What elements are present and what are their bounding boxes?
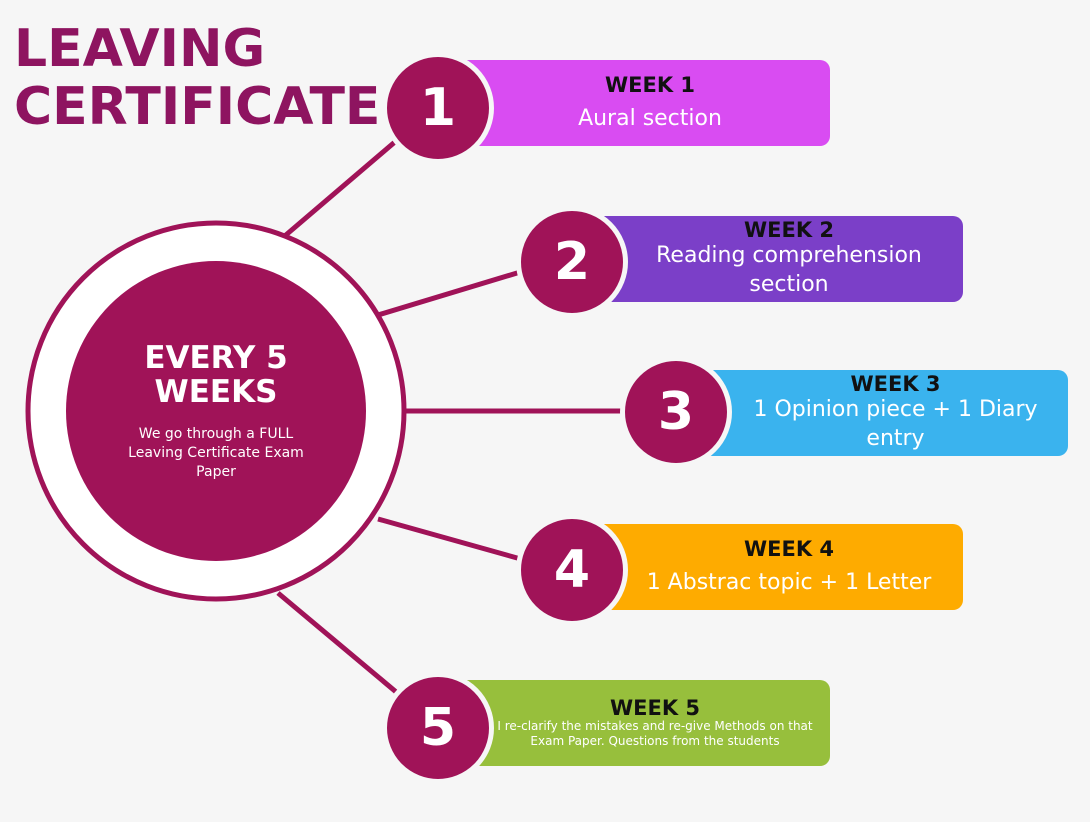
step-card-4: WEEK 4 1 Abstrac topic + 1 Letter: [575, 524, 963, 610]
step-card-2: WEEK 2 Reading comprehension section: [575, 216, 963, 302]
step-week-label: WEEK 2: [743, 218, 835, 242]
step-badge-4: 4: [516, 514, 628, 626]
title-line-2: CERTIFICATE: [14, 77, 381, 137]
step-week-label: WEEK 4: [743, 537, 835, 561]
step-badge-5: 5: [382, 672, 494, 784]
step-badge-3: 3: [620, 356, 732, 468]
step-description: Reading comprehension section: [656, 243, 922, 297]
title-line-1: LEAVING: [14, 19, 266, 79]
hub-title: EVERY 5 WEEKS: [144, 341, 287, 409]
step-card-1: WEEK 1 Aural section: [440, 60, 830, 146]
hub-title-line-2: WEEKS: [154, 373, 278, 410]
step-description: Aural section: [578, 106, 722, 131]
step-description: 1 Opinion piece + 1 Diary entry: [753, 397, 1038, 451]
step-card-3: WEEK 3 1 Opinion piece + 1 Diary entry: [683, 370, 1068, 456]
step-badge-1: 1: [382, 52, 494, 164]
step-description: 1 Abstrac topic + 1 Letter: [646, 570, 932, 595]
step-card-5: WEEK 5 I re-clarify the mistakes and re-…: [440, 680, 830, 766]
step-week-label: WEEK 5: [609, 696, 701, 720]
step-badge-2: 2: [516, 206, 628, 318]
step-week-label: WEEK 3: [850, 372, 941, 396]
step-week-label: WEEK 1: [604, 73, 696, 97]
hub-title-line-1: EVERY 5: [144, 339, 288, 376]
hub-text: EVERY 5 WEEKS We go through a FULL Leavi…: [66, 286, 366, 536]
hub-description: We go through a FULL Leaving Certificate…: [128, 425, 304, 480]
step-description: I re-clarify the mistakes and re-give Me…: [497, 719, 813, 748]
page-title: LEAVING CERTIFICATE: [14, 20, 380, 136]
hub-inner-circle: [66, 261, 366, 561]
